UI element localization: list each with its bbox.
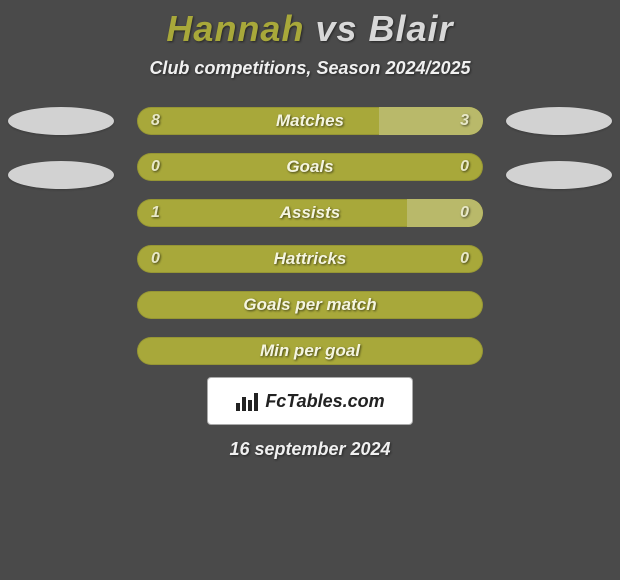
player1-photo-column — [8, 107, 114, 215]
stat-label: Hattricks — [137, 245, 483, 273]
comparison-card: Hannah vs Blair Club competitions, Seaso… — [0, 0, 620, 460]
brand-box: FcTables.com — [207, 377, 413, 425]
photo-placeholder-icon — [8, 161, 114, 189]
stat-right-value: 0 — [460, 199, 469, 227]
subtitle: Club competitions, Season 2024/2025 — [0, 58, 620, 79]
brand-text: FcTables.com — [265, 391, 384, 412]
photo-placeholder-icon — [8, 107, 114, 135]
photo-placeholder-icon — [506, 161, 612, 189]
stat-label: Min per goal — [137, 337, 483, 365]
stat-label: Goals per match — [137, 291, 483, 319]
stat-right-value: 0 — [460, 245, 469, 273]
vs-text: vs — [315, 8, 357, 49]
photo-placeholder-icon — [506, 107, 612, 135]
player2-photo-column — [506, 107, 612, 215]
stat-bar-hattricks: 0 Hattricks 0 — [137, 245, 483, 273]
player2-name: Blair — [369, 8, 454, 49]
stat-label: Goals — [137, 153, 483, 181]
player1-name: Hannah — [166, 8, 304, 49]
stat-bar-goals: 0 Goals 0 — [137, 153, 483, 181]
stat-label: Assists — [137, 199, 483, 227]
stat-bar-min-per-goal: Min per goal — [137, 337, 483, 365]
bar-chart-icon — [235, 391, 259, 411]
stat-label: Matches — [137, 107, 483, 135]
stats-block: 8 Matches 3 0 Goals 0 1 Assists 0 0 Hatt… — [0, 107, 620, 460]
stat-bar-assists: 1 Assists 0 — [137, 199, 483, 227]
stat-bar-goals-per-match: Goals per match — [137, 291, 483, 319]
stat-right-value: 0 — [460, 153, 469, 181]
stat-bar-matches: 8 Matches 3 — [137, 107, 483, 135]
title: Hannah vs Blair — [0, 8, 620, 50]
stat-right-value: 3 — [460, 107, 469, 135]
stat-bars: 8 Matches 3 0 Goals 0 1 Assists 0 0 Hatt… — [137, 107, 483, 365]
date: 16 september 2024 — [0, 439, 620, 460]
